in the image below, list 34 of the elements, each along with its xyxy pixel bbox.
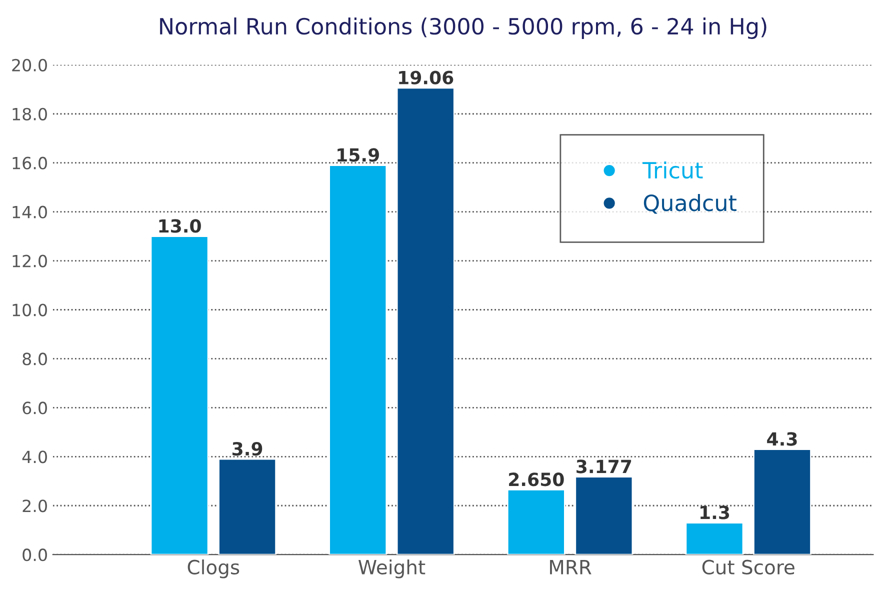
- y-tick-label: 2.0: [22, 500, 47, 512]
- x-tick-label: Weight: [358, 559, 426, 578]
- y-tick-label: 0.0: [22, 548, 47, 562]
- data-label: 19.06: [399, 70, 454, 84]
- data-label: 2.650: [509, 472, 564, 486]
- y-tick-label: 20.0: [12, 58, 47, 72]
- y-tick-label: 4.0: [22, 450, 47, 464]
- data-label: 15.9: [338, 148, 379, 162]
- data-label: 3.9: [232, 442, 262, 456]
- bar: [328, 164, 388, 555]
- y-tick-label: 8.0: [22, 352, 47, 366]
- y-tick-label: 14.0: [12, 206, 47, 218]
- bar: [753, 448, 812, 555]
- y-tick-label: 10.0: [12, 304, 47, 316]
- x-tick-label: Clogs: [188, 559, 240, 578]
- x-tick-label: Cut Score: [702, 560, 794, 575]
- data-label: 3.177: [576, 460, 632, 474]
- chart-title: Normal Run Conditions (3000 - 5000 rpm, 6 - 24 in Hg): [160, 17, 766, 39]
- y-tick-label: 12.0: [12, 254, 47, 268]
- legend-label: Tricut: [642, 161, 703, 179]
- data-label: 4.3: [767, 432, 797, 446]
- y-tick-label: 6.0: [22, 402, 47, 414]
- y-tick-label: 18.0: [12, 108, 47, 120]
- bar: [506, 489, 566, 555]
- data-label: 13.0: [159, 219, 201, 233]
- data-label: 1.3: [700, 506, 730, 520]
- bar: [150, 236, 209, 555]
- bar: [396, 87, 455, 555]
- x-tick-label: MRR: [550, 560, 592, 574]
- y-tick-label: 16.0: [12, 156, 47, 170]
- bar: [685, 522, 744, 555]
- bar: [574, 476, 634, 555]
- bar: [218, 458, 277, 555]
- legend-label: Quadcut: [644, 194, 736, 214]
